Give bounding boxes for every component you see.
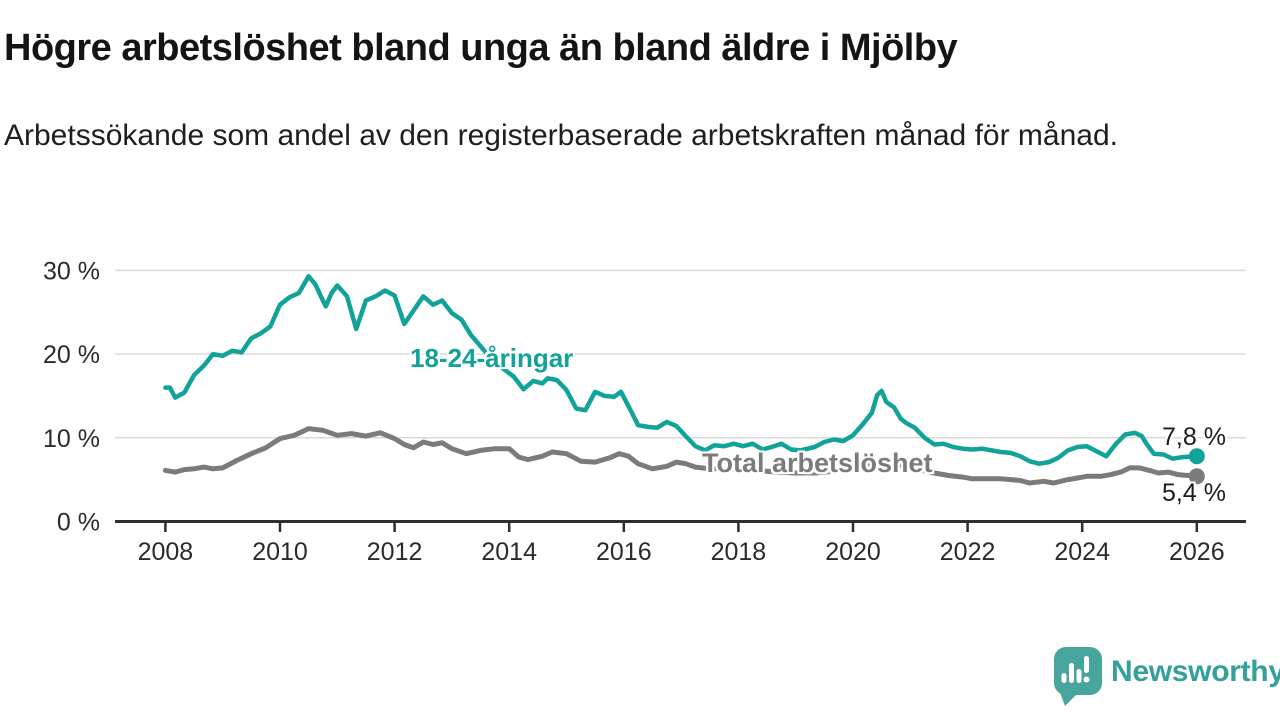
chart-title: Högre arbetslöshet bland unga än bland ä… [4, 27, 958, 69]
x-tick-label-2012: 2012 [367, 538, 423, 566]
x-tick-label-2026: 2026 [1169, 538, 1225, 566]
newsworthy-icon [1054, 647, 1102, 706]
series-line-18-24-åringar [163, 274, 1200, 466]
series-line-total-arbetslöshet [162, 426, 1200, 486]
end-value-label-youth: 7,8 % [1162, 423, 1226, 451]
end-dot-total-arbetslöshet [1188, 468, 1205, 485]
x-tick-label-2018: 2018 [711, 538, 767, 566]
x-tick-label-2024: 2024 [1054, 538, 1110, 566]
y-tick-label-0: 0 % [57, 509, 100, 537]
y-tick-label-20: 20 % [43, 341, 100, 369]
series-label-total: Total arbetslöshet [702, 448, 933, 478]
x-tick-label-2016: 2016 [596, 538, 652, 566]
x-tick-label-2008: 2008 [138, 538, 194, 566]
end-dot-18-24-åringar [1188, 448, 1205, 465]
x-tick-label-2010: 2010 [252, 538, 308, 566]
y-tick-label-30: 30 % [43, 257, 100, 285]
x-tick-label-2014: 2014 [481, 538, 537, 566]
x-tick-label-2020: 2020 [825, 538, 881, 566]
series-label-youth: 18-24-åringar [410, 343, 574, 373]
y-tick-label-10: 10 % [43, 425, 100, 453]
newsworthy-wordmark: Newsworthy [1111, 655, 1280, 688]
chart-subtitle: Arbetssökande som andel av den registerb… [4, 119, 1118, 152]
newsworthy-logo[interactable]: Newsworthy [1053, 646, 1280, 708]
end-value-label-total: 5,4 % [1162, 479, 1226, 507]
x-tick-label-2022: 2022 [940, 538, 996, 566]
